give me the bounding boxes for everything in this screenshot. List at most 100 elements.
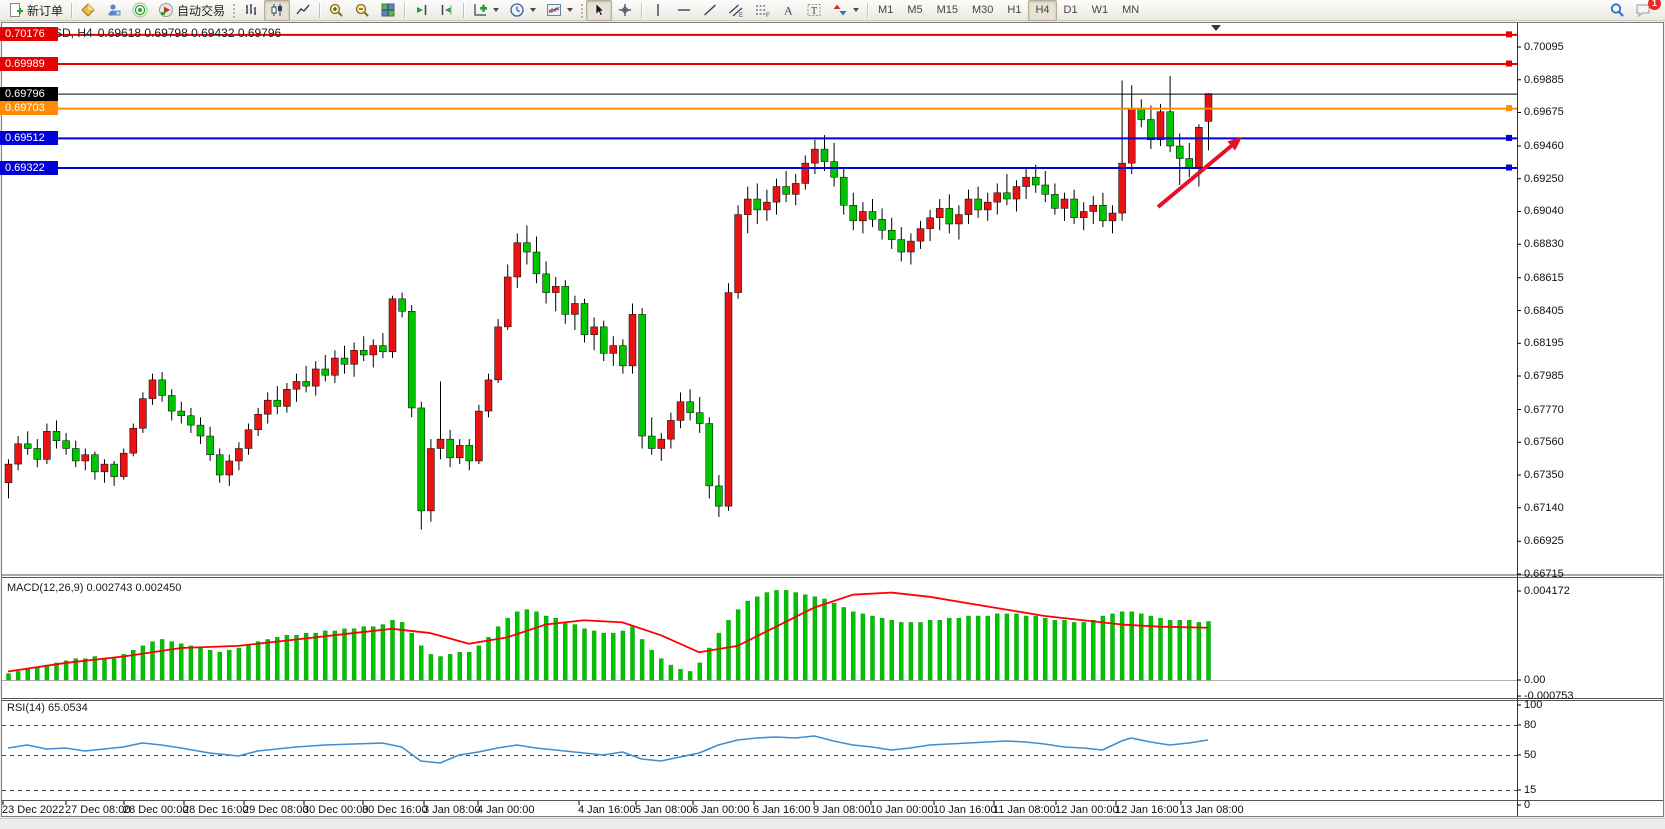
signals-icon bbox=[132, 2, 148, 18]
timeframe-m1-button[interactable]: M1 bbox=[878, 4, 894, 16]
price-tick-label: 0.66925 bbox=[1524, 535, 1564, 548]
search-button[interactable] bbox=[1604, 0, 1630, 21]
vertical-line-button[interactable] bbox=[645, 0, 671, 21]
line-chart-icon bbox=[295, 2, 311, 18]
time-axis-label: 12 Jan 00:00 bbox=[1055, 804, 1119, 816]
timeframe-h4-button[interactable]: H4 bbox=[1028, 0, 1057, 21]
time-axis-label: 30 Dec 16:00 bbox=[362, 804, 428, 816]
periods-button[interactable] bbox=[504, 0, 541, 21]
toolbar: 新订单 自动交易 E F A T bbox=[0, 0, 1665, 21]
price-badge: 0.69322 bbox=[0, 160, 58, 175]
text-button[interactable]: A bbox=[775, 0, 801, 21]
chart-shift-marker[interactable] bbox=[1211, 25, 1221, 31]
crosshair-button[interactable] bbox=[612, 0, 638, 21]
chart-area[interactable] bbox=[2, 23, 1517, 574]
macd-main-value: 0.002743 bbox=[86, 582, 133, 594]
horizontal-line-button[interactable] bbox=[671, 0, 697, 21]
time-axis-label: 12 Jan 16:00 bbox=[1115, 804, 1179, 816]
timeframe-m30-button[interactable]: M30 bbox=[972, 4, 994, 16]
timeframe-m5-button[interactable]: M5 bbox=[907, 4, 923, 16]
chevron-down-icon bbox=[530, 8, 537, 12]
time-axis-label: 6 Jan 16:00 bbox=[753, 804, 811, 816]
time-axis-label: 9 Jan 08:00 bbox=[813, 804, 871, 816]
timeframe-d1-button[interactable]: D1 bbox=[1063, 4, 1078, 16]
chevron-down-icon bbox=[853, 8, 860, 12]
template-button[interactable] bbox=[541, 0, 578, 21]
svg-text:F: F bbox=[766, 13, 770, 18]
equidistant-channel-button[interactable]: E bbox=[723, 0, 749, 21]
fibonacci-button[interactable]: F bbox=[749, 0, 775, 21]
auto-scroll-button[interactable] bbox=[408, 0, 434, 21]
time-axis-label: 27 Dec 08:00 bbox=[65, 804, 131, 816]
time-axis-label: 5 Jan 08:00 bbox=[635, 804, 693, 816]
macd-axis-label: -0.000753 bbox=[1524, 690, 1574, 703]
time-axis-label: 4 Jan 16:00 bbox=[578, 804, 636, 816]
rsi-pane[interactable] bbox=[2, 701, 1517, 800]
new-order-button[interactable]: 新订单 bbox=[3, 0, 68, 21]
price-tick-label: 0.67350 bbox=[1524, 469, 1564, 481]
toolbar-drag-handle[interactable] bbox=[232, 2, 237, 18]
time-axis-label: 11 Jan 08:00 bbox=[993, 804, 1056, 816]
rsi-value: 65.0534 bbox=[47, 702, 88, 714]
price-badge: 0.69512 bbox=[0, 130, 58, 145]
price-tick-label: 0.68405 bbox=[1524, 304, 1564, 317]
new-order-label: 新订单 bbox=[27, 3, 64, 18]
new-order-icon bbox=[8, 2, 24, 18]
rsi-axis-label: 100 bbox=[1524, 699, 1543, 711]
text-label-button[interactable]: T bbox=[801, 0, 827, 21]
separator bbox=[641, 2, 643, 18]
arrows-tool-button[interactable] bbox=[827, 0, 864, 21]
vertical-line-icon bbox=[650, 2, 666, 18]
svg-text:E: E bbox=[739, 13, 743, 18]
price-badge: 0.70176 bbox=[0, 27, 58, 42]
price-tick-label: 0.66715 bbox=[1524, 568, 1564, 580]
price-badge: 0.69796 bbox=[0, 86, 58, 101]
toolbox-button[interactable] bbox=[101, 0, 127, 21]
rsi-axis-label: 0 bbox=[1524, 799, 1531, 811]
arrows-tool-icon bbox=[832, 2, 848, 18]
algo-trading-icon bbox=[158, 2, 174, 18]
fibonacci-icon: F bbox=[754, 2, 770, 19]
chart-shift-icon bbox=[439, 2, 455, 18]
ohlc-values: 0.69618 0.69798 0.69432 0.69796 bbox=[97, 26, 282, 40]
timeframe-mn-button[interactable]: MN bbox=[1122, 4, 1140, 16]
price-tick-label: 0.69885 bbox=[1524, 73, 1564, 86]
macd-axis-label: 0.00 bbox=[1524, 674, 1546, 686]
candlestick-chart-icon bbox=[269, 2, 285, 18]
algo-trading-button[interactable]: 自动交易 bbox=[153, 0, 230, 21]
notifications-button[interactable]: 1 bbox=[1630, 0, 1661, 21]
trendline-button[interactable] bbox=[697, 0, 723, 21]
zoom-in-button[interactable] bbox=[323, 0, 349, 21]
tile-windows-button[interactable] bbox=[375, 0, 401, 21]
rsi-label: RSI(14) 65.0534 bbox=[7, 702, 88, 714]
bar-chart-icon bbox=[243, 2, 259, 18]
chart-shift-button[interactable] bbox=[434, 0, 460, 21]
zoom-out-button[interactable] bbox=[349, 0, 375, 21]
price-tick-label: 0.68830 bbox=[1524, 238, 1564, 251]
zoom-in-icon bbox=[328, 2, 344, 18]
macd-pane[interactable] bbox=[2, 578, 1517, 698]
tile-windows-icon bbox=[380, 2, 396, 18]
timeframe-w1-button[interactable]: W1 bbox=[1091, 4, 1109, 16]
add-indicator-button[interactable] bbox=[467, 0, 504, 21]
status-bar bbox=[0, 818, 1665, 829]
price-tick-label: 0.69040 bbox=[1524, 205, 1564, 218]
equidistant-channel-icon: E bbox=[728, 2, 744, 19]
market-watch-button[interactable] bbox=[75, 0, 101, 21]
candlestick-chart-button[interactable] bbox=[264, 0, 291, 21]
cursor-button[interactable] bbox=[586, 0, 613, 21]
timeframe-h1-button[interactable]: H1 bbox=[1007, 4, 1022, 16]
line-chart-button[interactable] bbox=[290, 0, 316, 21]
bar-chart-button[interactable] bbox=[238, 0, 264, 21]
price-badge: 0.69703 bbox=[0, 101, 58, 116]
signals-button[interactable] bbox=[127, 0, 153, 21]
toolbar-drag-handle[interactable] bbox=[580, 2, 585, 18]
toolbox-icon bbox=[106, 2, 122, 18]
macd-label: MACD(12,26,9) 0.002743 0.002450 bbox=[7, 582, 182, 594]
auto-trading-label: 自动交易 bbox=[177, 3, 226, 18]
time-axis-label: 28 Dec 16:00 bbox=[183, 804, 249, 816]
rsi-axis-label: 50 bbox=[1524, 749, 1537, 761]
timeframe-m15-button[interactable]: M15 bbox=[936, 4, 958, 16]
time-axis-label: 28 Dec 00:00 bbox=[123, 804, 189, 816]
separator bbox=[463, 2, 465, 18]
